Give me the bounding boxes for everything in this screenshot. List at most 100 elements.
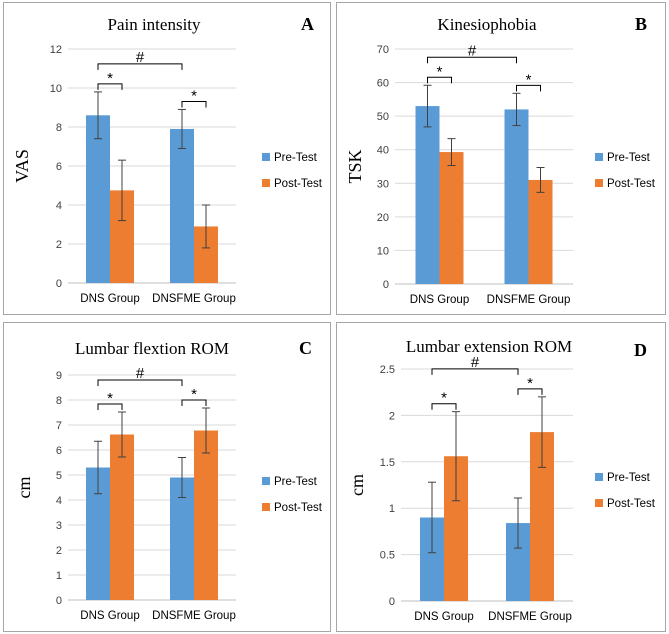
legend-swatch bbox=[262, 503, 270, 511]
legend-swatch bbox=[262, 179, 270, 187]
bar-pre-test bbox=[504, 109, 529, 284]
y-tick-label: 4 bbox=[56, 495, 62, 507]
y-tick-label: 30 bbox=[377, 178, 389, 190]
between-group-mark: # bbox=[136, 365, 145, 382]
legend-label: Pre-Test bbox=[274, 152, 318, 164]
significance-star: * bbox=[437, 63, 443, 80]
y-tick-label: 60 bbox=[377, 78, 389, 90]
y-tick-label: 1.5 bbox=[380, 457, 395, 469]
category-label: DNS Group bbox=[80, 610, 139, 622]
significance-bracket bbox=[181, 100, 207, 108]
panel-label: C bbox=[299, 338, 312, 358]
chart-b: 0 10 20 30 40 50 60 70 Kinesiophobia B TSK DNS Grou… bbox=[345, 14, 656, 306]
chart-panel-a: 0 2 4 6 8 10 12 Pain intensity A VAS DNS Group DNSF… bbox=[3, 2, 331, 315]
legend-label: Post-Test bbox=[274, 178, 323, 190]
y-tick-label: 8 bbox=[56, 395, 62, 407]
legend-label: Post-Test bbox=[274, 502, 323, 514]
y-tick-label: 2 bbox=[389, 410, 395, 422]
y-tick-label: 10 bbox=[50, 83, 62, 95]
significance-star: * bbox=[191, 386, 197, 403]
bar-post-test bbox=[528, 179, 553, 284]
legend-label: Pre-Test bbox=[607, 472, 651, 484]
bar-pre-test bbox=[86, 115, 110, 283]
legend-swatch bbox=[262, 477, 270, 485]
y-axis-label: cm bbox=[347, 474, 367, 496]
y-axis-label: VAS bbox=[12, 149, 32, 183]
significance-star: * bbox=[527, 375, 533, 392]
y-tick-label: 4 bbox=[56, 200, 62, 212]
significance-bracket bbox=[97, 403, 123, 410]
y-tick-label: 5 bbox=[56, 470, 62, 482]
y-tick-label: 1 bbox=[56, 570, 62, 582]
significance-bracket bbox=[431, 403, 457, 410]
bar-pre-test bbox=[415, 106, 440, 284]
legend-label: Pre-Test bbox=[274, 476, 318, 488]
y-tick-label: 6 bbox=[56, 445, 62, 457]
y-tick-label: 6 bbox=[56, 161, 62, 173]
category-label: DNS Group bbox=[410, 294, 469, 306]
y-tick-label: 0 bbox=[56, 595, 62, 607]
bar-post-test bbox=[110, 434, 134, 600]
category-label: DNSFME Group bbox=[488, 611, 572, 623]
significance-bracket bbox=[427, 76, 452, 84]
chart-title: Kinesiophobia bbox=[437, 15, 537, 34]
chart-a: 0 2 4 6 8 10 12 Pain intensity A VAS DNS Group DNSF… bbox=[12, 14, 323, 305]
y-tick-label: 70 bbox=[377, 44, 389, 56]
significance-bracket bbox=[181, 399, 207, 406]
legend-swatch bbox=[262, 153, 270, 161]
y-tick-label: 0 bbox=[56, 278, 62, 290]
y-tick-label: 10 bbox=[377, 245, 389, 257]
y-tick-label: 12 bbox=[50, 44, 62, 56]
legend-swatch bbox=[595, 499, 603, 507]
y-axis-label: cm bbox=[14, 477, 34, 499]
significance-star: * bbox=[191, 87, 197, 104]
significance-bracket bbox=[97, 83, 123, 90]
between-group-mark: # bbox=[136, 49, 145, 66]
bar-pre-test bbox=[170, 128, 194, 283]
y-tick-label: 7 bbox=[56, 420, 62, 432]
y-tick-label: 2.5 bbox=[380, 364, 395, 376]
y-tick-label: 0.5 bbox=[380, 550, 395, 562]
significance-star: * bbox=[526, 71, 532, 88]
y-tick-label: 20 bbox=[377, 212, 389, 224]
panel-label: A bbox=[301, 14, 314, 34]
between-group-mark: # bbox=[471, 354, 480, 371]
chart-d: 0 0.5 1 1.5 2 2.5 Lumbar extension ROM Dcm DNS G… bbox=[347, 337, 656, 623]
chart-c: 0 1 2 3 4 5 6 7 8 9 Lumbar flextion ROM Ccm DNS Grou… bbox=[14, 338, 323, 622]
bar-post-test bbox=[439, 152, 464, 284]
between-group-bracket bbox=[427, 56, 517, 64]
y-tick-label: 1 bbox=[389, 503, 395, 515]
category-label: DNSFME Group bbox=[152, 293, 236, 305]
significance-star: * bbox=[107, 390, 113, 407]
between-group-mark: # bbox=[468, 42, 477, 59]
panel-label: D bbox=[634, 340, 647, 360]
legend-swatch bbox=[595, 153, 603, 161]
between-group-bracket bbox=[97, 63, 183, 70]
legend-label: Post-Test bbox=[607, 498, 656, 510]
significance-bracket bbox=[516, 84, 541, 92]
between-group-bracket bbox=[431, 368, 519, 375]
y-tick-label: 50 bbox=[377, 111, 389, 123]
chart-title: Lumbar flextion ROM bbox=[75, 339, 229, 358]
chart-title: Pain intensity bbox=[107, 15, 201, 34]
category-label: DNS Group bbox=[414, 611, 473, 623]
legend-swatch bbox=[595, 179, 603, 187]
significance-star: * bbox=[441, 390, 447, 407]
legend-label: Post-Test bbox=[607, 178, 656, 190]
y-tick-label: 0 bbox=[389, 596, 395, 608]
chart-title: Lumbar extension ROM bbox=[406, 337, 572, 356]
y-tick-label: 0 bbox=[383, 279, 389, 291]
y-tick-label: 40 bbox=[377, 145, 389, 157]
significance-star: * bbox=[107, 70, 113, 87]
y-tick-label: 3 bbox=[56, 520, 62, 532]
y-tick-label: 8 bbox=[56, 122, 62, 134]
category-label: DNS Group bbox=[80, 293, 139, 305]
between-group-bracket bbox=[97, 379, 183, 386]
category-label: DNSFME Group bbox=[152, 610, 236, 622]
y-tick-label: 2 bbox=[56, 545, 62, 557]
bar-post-test bbox=[194, 430, 218, 600]
y-tick-label: 2 bbox=[56, 239, 62, 251]
y-axis-label: TSK bbox=[345, 149, 365, 183]
